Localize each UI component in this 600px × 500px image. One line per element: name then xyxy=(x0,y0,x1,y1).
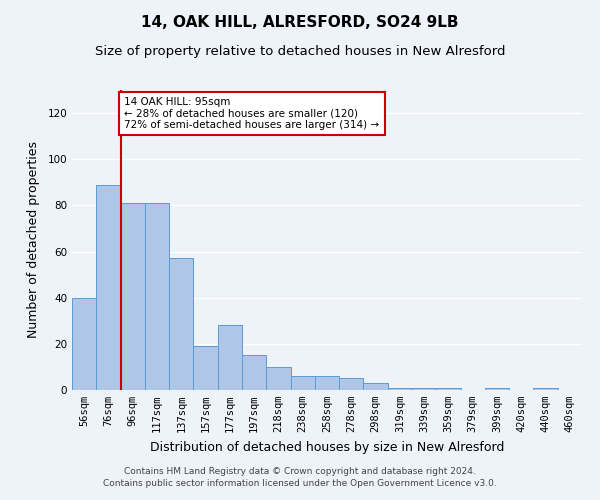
Bar xyxy=(193,346,218,390)
Bar xyxy=(436,388,461,390)
Bar xyxy=(412,388,436,390)
Bar xyxy=(145,203,169,390)
Y-axis label: Number of detached properties: Number of detached properties xyxy=(28,142,40,338)
Bar xyxy=(388,388,412,390)
Bar xyxy=(169,258,193,390)
Bar xyxy=(339,378,364,390)
Text: Contains public sector information licensed under the Open Government Licence v3: Contains public sector information licen… xyxy=(103,478,497,488)
Bar xyxy=(533,388,558,390)
Bar xyxy=(121,203,145,390)
Bar xyxy=(485,388,509,390)
Text: 14 OAK HILL: 95sqm
← 28% of detached houses are smaller (120)
72% of semi-detach: 14 OAK HILL: 95sqm ← 28% of detached hou… xyxy=(124,97,379,130)
Bar xyxy=(315,376,339,390)
Text: Size of property relative to detached houses in New Alresford: Size of property relative to detached ho… xyxy=(95,45,505,58)
Bar xyxy=(266,367,290,390)
Bar xyxy=(290,376,315,390)
Bar xyxy=(364,383,388,390)
Bar xyxy=(242,356,266,390)
Bar xyxy=(96,184,121,390)
Text: 14, OAK HILL, ALRESFORD, SO24 9LB: 14, OAK HILL, ALRESFORD, SO24 9LB xyxy=(141,15,459,30)
Bar xyxy=(218,326,242,390)
Bar xyxy=(72,298,96,390)
Text: Contains HM Land Registry data © Crown copyright and database right 2024.: Contains HM Land Registry data © Crown c… xyxy=(124,467,476,476)
X-axis label: Distribution of detached houses by size in New Alresford: Distribution of detached houses by size … xyxy=(150,440,504,454)
